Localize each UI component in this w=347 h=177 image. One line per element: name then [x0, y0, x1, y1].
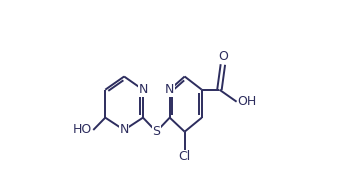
Text: HO: HO [73, 124, 92, 136]
Text: OH: OH [237, 95, 257, 108]
Text: S: S [152, 125, 160, 138]
Text: N: N [138, 83, 148, 96]
Text: N: N [165, 83, 175, 96]
Text: Cl: Cl [178, 150, 191, 163]
Text: O: O [218, 50, 228, 63]
Text: N: N [119, 124, 129, 136]
